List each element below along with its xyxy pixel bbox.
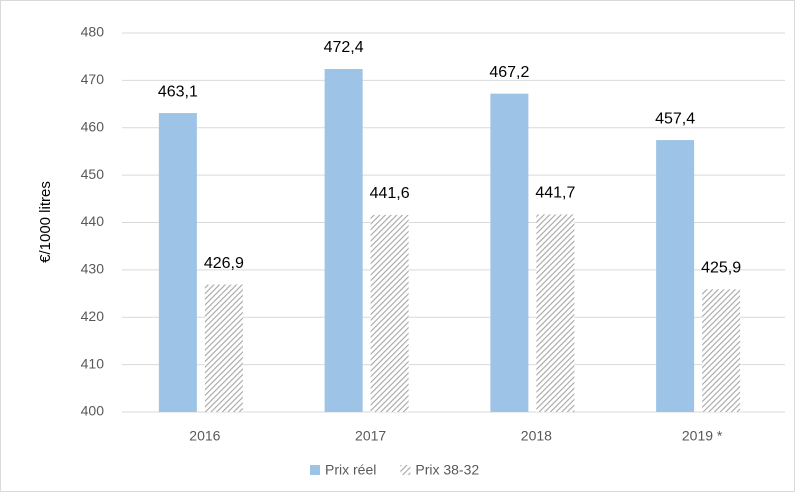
bar xyxy=(702,289,741,412)
y-axis-label: €/1000 litres xyxy=(37,181,54,263)
y-tick-label: 450 xyxy=(81,166,105,182)
y-tick-label: 400 xyxy=(81,403,105,419)
bar xyxy=(490,93,529,412)
y-tick-label: 430 xyxy=(81,261,105,277)
x-tick-label: 2016 xyxy=(189,428,220,444)
y-tick-label: 420 xyxy=(81,308,105,324)
x-tick-label: 2017 xyxy=(355,428,386,444)
legend-swatch xyxy=(310,465,320,475)
legend-label: Prix 38-32 xyxy=(415,462,479,478)
bar xyxy=(656,140,695,412)
bar xyxy=(204,284,243,412)
y-tick-label: 470 xyxy=(81,71,105,87)
legend-swatch xyxy=(400,465,411,475)
value-label: 426,9 xyxy=(204,255,244,272)
value-label: 441,6 xyxy=(370,185,410,202)
value-label: 472,4 xyxy=(324,39,364,56)
x-tick-label: 2019 * xyxy=(682,428,723,444)
y-tick-label: 440 xyxy=(81,213,105,229)
value-label: 425,9 xyxy=(701,260,741,277)
y-tick-label: 460 xyxy=(81,118,105,134)
value-label: 457,4 xyxy=(655,110,695,127)
legend-label: Prix réel xyxy=(325,462,376,478)
bar xyxy=(370,214,409,412)
value-label: 467,2 xyxy=(489,64,529,81)
y-tick-label: 410 xyxy=(81,355,105,371)
value-label: 441,7 xyxy=(535,185,575,202)
bar xyxy=(324,69,363,412)
bar xyxy=(536,214,575,412)
value-label: 463,1 xyxy=(158,83,198,100)
y-tick-label: 480 xyxy=(81,24,105,40)
x-tick-label: 2018 xyxy=(521,428,552,444)
bar xyxy=(158,113,197,412)
